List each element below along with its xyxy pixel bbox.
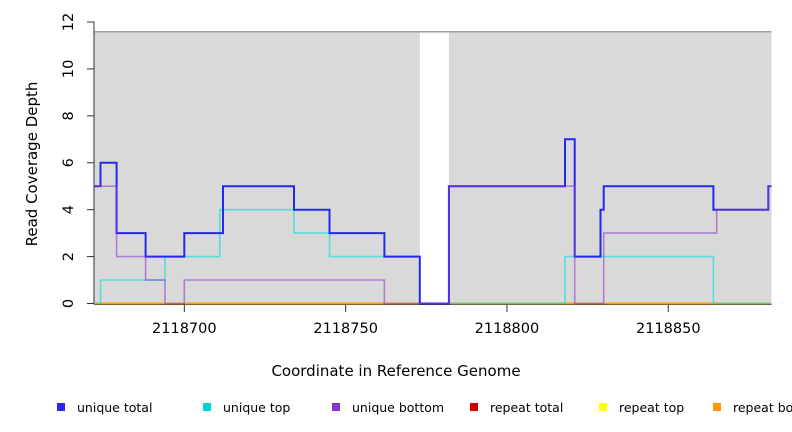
- legend-item-unique-bottom: unique bottom: [332, 399, 444, 415]
- legend: unique total unique top unique bottom re…: [0, 399, 792, 419]
- y-tick-label: 6: [61, 158, 77, 167]
- legend-label: repeat total: [490, 399, 564, 415]
- legend-item-repeat-total: repeat total: [470, 399, 563, 415]
- repeat-bottom-swatch-icon: [713, 403, 721, 411]
- legend-item-unique-total: unique total: [57, 399, 152, 415]
- y-tick-label: 12: [61, 13, 77, 31]
- masked-region: [419, 32, 449, 304]
- y-tick-label: 10: [61, 60, 77, 78]
- x-tick-label: 2118850: [636, 321, 701, 337]
- x-axis-title: Coordinate in Reference Genome: [271, 362, 521, 380]
- legend-label: repeat bottom: [733, 399, 792, 415]
- unique-total-swatch-icon: [57, 403, 65, 411]
- x-tick-label: 2118700: [152, 321, 217, 337]
- legend-item-repeat-top: repeat top: [599, 399, 684, 415]
- unique-bottom-swatch-icon: [332, 403, 340, 411]
- legend-label: unique total: [77, 399, 153, 415]
- unique-top-swatch-icon: [203, 403, 211, 411]
- repeat-total-swatch-icon: [470, 403, 478, 411]
- legend-label: repeat top: [619, 399, 685, 415]
- x-tick-label: 2118750: [313, 321, 378, 337]
- x-tick-label: 2118800: [475, 321, 540, 337]
- y-tick-label: 4: [61, 205, 77, 214]
- y-tick-label: 8: [61, 111, 77, 120]
- legend-item-repeat-bottom: repeat bottom: [713, 399, 792, 415]
- y-tick-label: 2: [61, 252, 77, 261]
- repeat-top-swatch-icon: [599, 403, 607, 411]
- legend-label: unique bottom: [352, 399, 445, 415]
- legend-label: unique top: [223, 399, 291, 415]
- series-unique-total: [94, 138, 772, 305]
- series-unique-bottom: [94, 185, 772, 305]
- y-tick-label: 0: [61, 299, 77, 308]
- y-axis-title: Read Coverage Depth: [23, 81, 41, 247]
- legend-item-unique-top: unique top: [203, 399, 290, 415]
